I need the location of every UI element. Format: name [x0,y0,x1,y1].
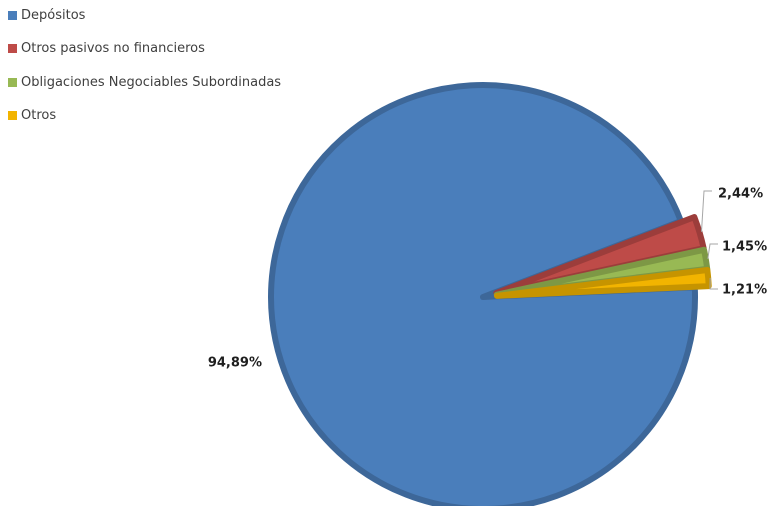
leader-line [709,277,718,290]
legend-swatch [8,111,17,120]
legend-swatch [8,10,17,20]
data-label-otros: 1,21% [722,283,767,298]
data-label-depositos: 94,89% [208,356,262,371]
legend-label: Obligaciones Negociables Subordinadas [21,74,282,90]
leader-line [700,190,712,232]
slice-otros [493,267,712,299]
legend-item-obligaciones: Obligaciones Negociables Subordinadas [8,73,281,91]
legend-label: Depósitos [21,7,86,23]
leader-line [707,243,718,260]
legend-item-otros-pasivos: Otros pasivos no financieros [8,40,281,58]
legend-item-otros: Otros [8,107,281,125]
slice-depositos [268,82,698,506]
legend-swatch [8,44,17,53]
legend-label: Otros pasivos no financieros [21,41,205,56]
data-label-obligaciones: 1,45% [722,240,767,255]
chart-legend: Depósitos Otros pasivos no financieros O… [8,6,281,140]
legend-item-depositos: Depósitos [8,6,281,24]
legend-label: Otros [21,108,57,123]
data-label-otros-pasivos: 2,44% [718,187,763,202]
legend-swatch [8,77,17,87]
